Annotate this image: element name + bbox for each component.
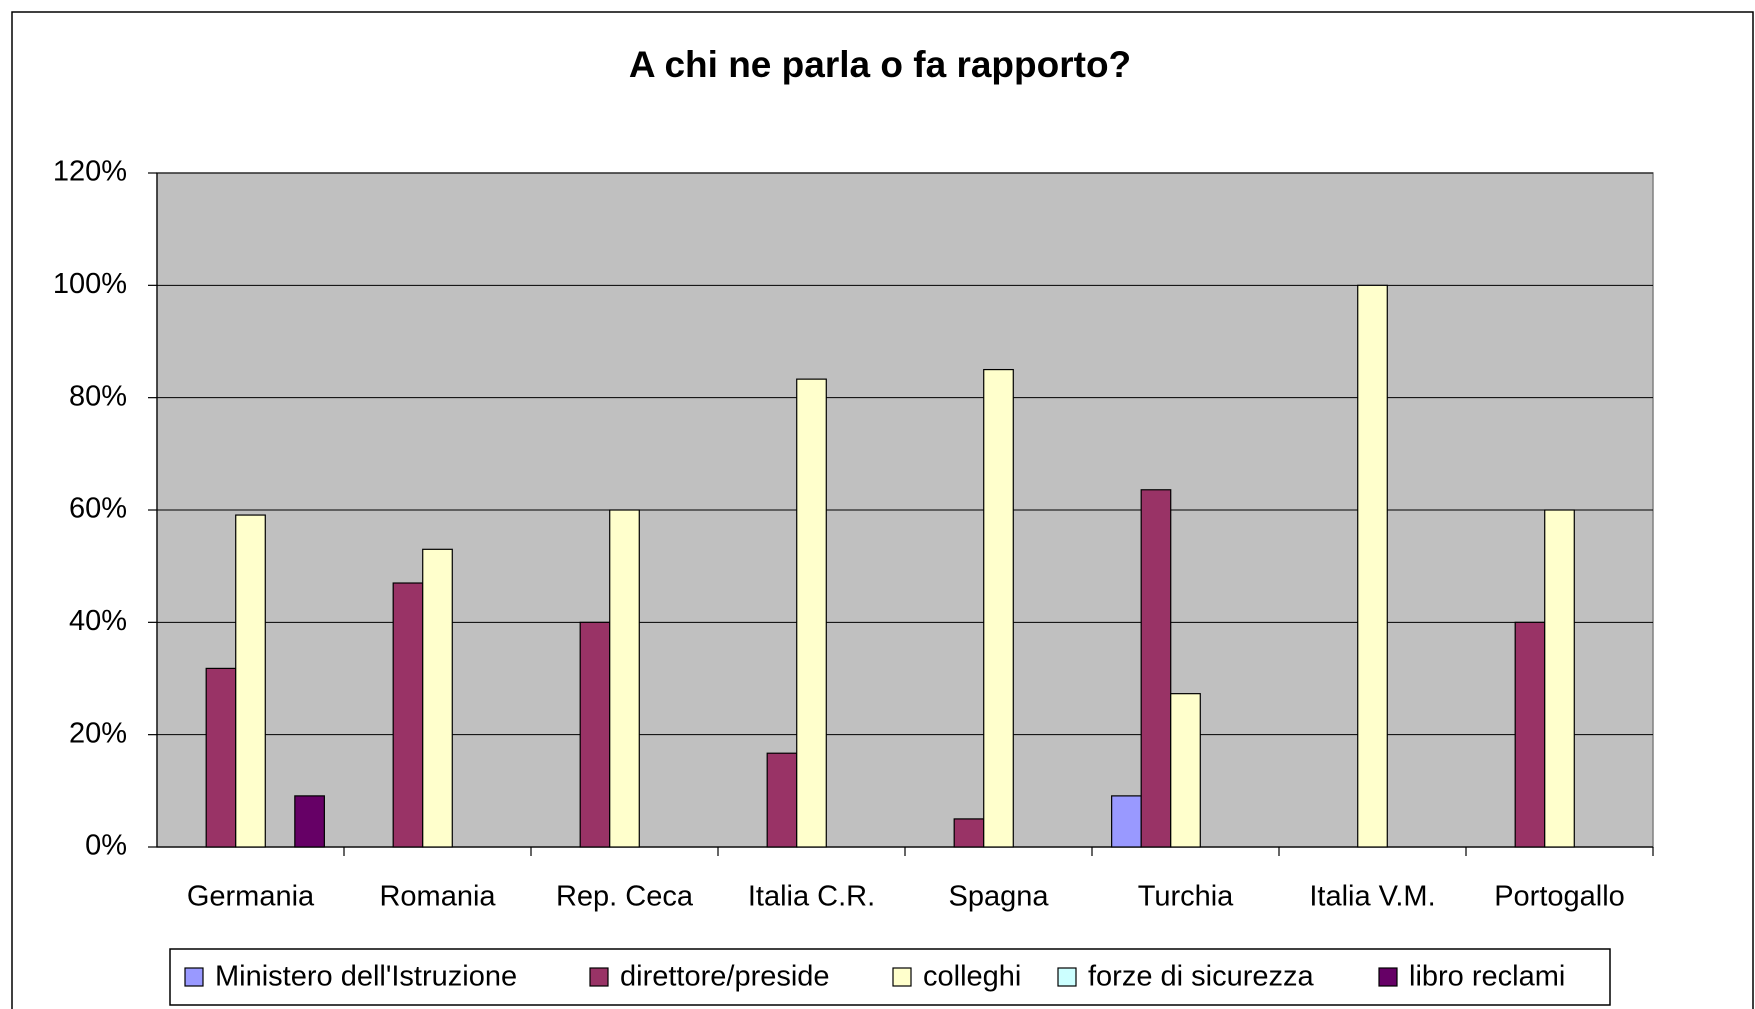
x-tick-label: Italia V.M.: [1309, 881, 1435, 913]
bar: [1170, 693, 1201, 848]
legend-label: forze di sicurezza: [1088, 961, 1315, 993]
y-tick-label: 120%: [53, 156, 127, 188]
x-tick-label: Rep. Ceca: [556, 881, 694, 913]
bar: [1357, 284, 1388, 848]
legend-swatch: [892, 967, 912, 987]
bar: [609, 509, 640, 848]
bar: [983, 368, 1014, 848]
bar: [235, 514, 266, 848]
y-tick-label: 100%: [53, 268, 127, 300]
bar: [392, 582, 424, 848]
legend-swatch: [1378, 967, 1398, 987]
legend-swatch: [589, 967, 609, 987]
x-tick-label: Portogallo: [1494, 881, 1625, 913]
legend-label: direttore/preside: [620, 961, 830, 993]
bar: [205, 667, 237, 848]
y-tick-label: 60%: [69, 493, 127, 525]
x-tick-label: Spagna: [949, 881, 1050, 913]
bar: [1514, 621, 1546, 848]
chart-title: A chi ne parla o fa rapporto?: [629, 44, 1131, 85]
bar: [422, 548, 453, 848]
bar: [953, 818, 985, 848]
bar: [294, 795, 325, 848]
legend-label: libro reclami: [1409, 961, 1565, 993]
bar: [1544, 509, 1575, 848]
y-tick-label: 40%: [69, 605, 127, 637]
legend-label: colleghi: [923, 961, 1021, 993]
y-tick-label: 0%: [85, 830, 127, 862]
legend-box: [169, 948, 1611, 1006]
bar: [1111, 795, 1142, 848]
y-tick-label: 20%: [69, 717, 127, 749]
legend-swatch: [184, 967, 204, 987]
bar: [766, 752, 798, 848]
legend-swatch: [1057, 967, 1077, 987]
bar: [579, 621, 611, 848]
x-tick-label: Italia C.R.: [748, 881, 875, 913]
bar: [796, 378, 827, 848]
legend-label: Ministero dell'Istruzione: [215, 961, 517, 993]
y-tick-label: 80%: [69, 380, 127, 412]
x-tick-label: Romania: [379, 881, 496, 913]
bar: [1140, 489, 1172, 848]
x-tick-label: Turchia: [1138, 881, 1234, 913]
x-tick-label: Germania: [187, 881, 315, 913]
